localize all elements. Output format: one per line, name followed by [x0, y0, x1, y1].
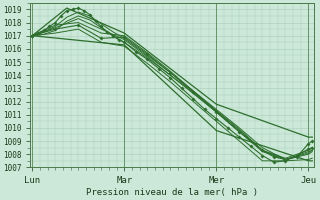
X-axis label: Pression niveau de la mer( hPa ): Pression niveau de la mer( hPa ): [86, 188, 258, 197]
